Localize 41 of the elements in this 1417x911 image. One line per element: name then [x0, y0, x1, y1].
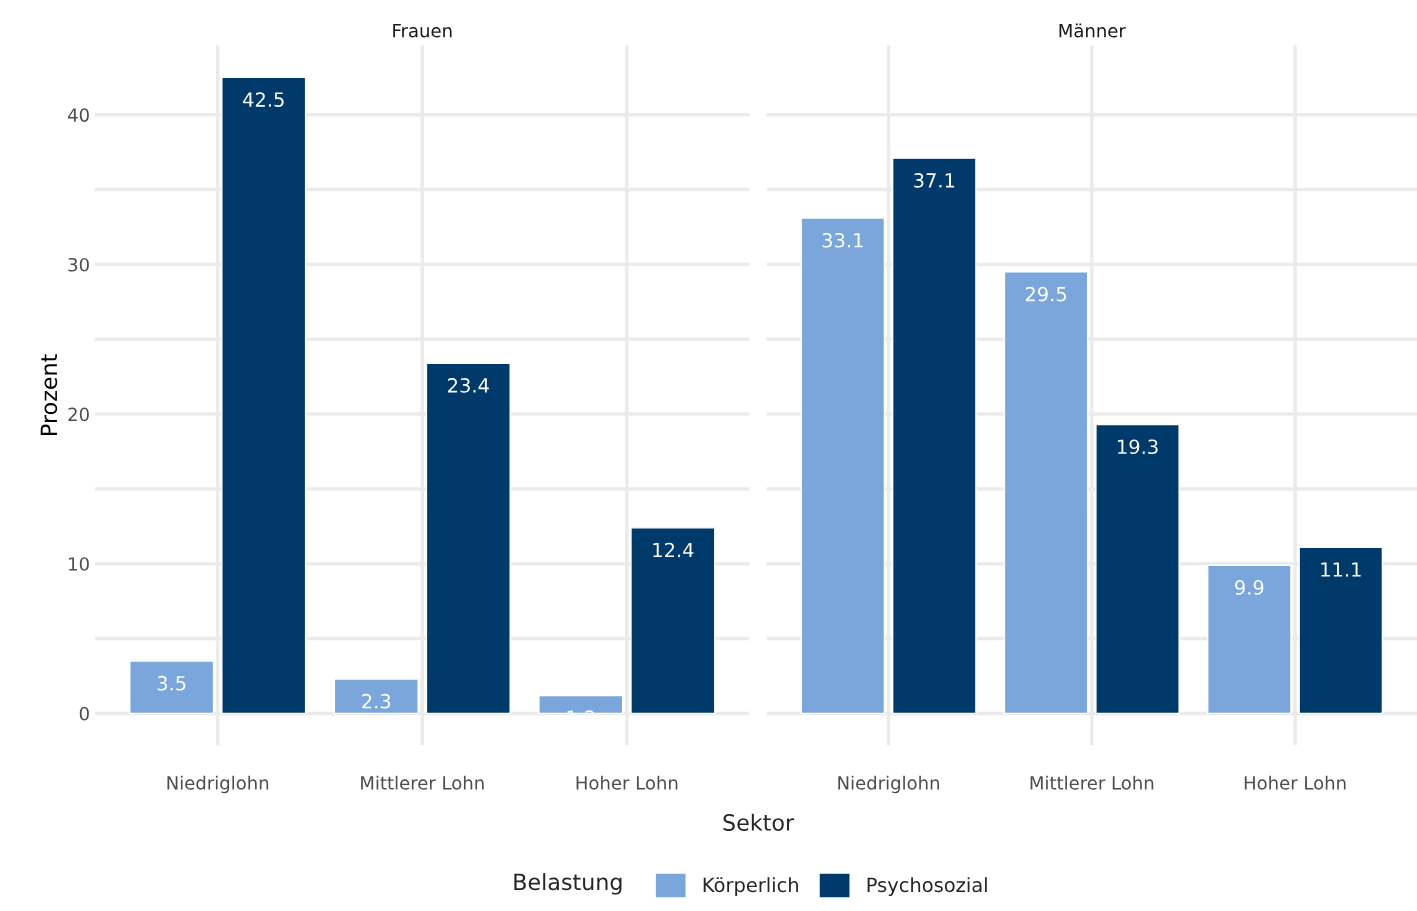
data-label: 23.4 [448, 378, 489, 393]
data-label: 11.1 [1321, 562, 1361, 577]
bar [800, 217, 886, 715]
x-tick-label: Niedriglohn [838, 775, 939, 794]
chart-title: Frauen [393, 24, 452, 38]
data-label: 3.5 [157, 675, 186, 691]
legend-title: Belastung [514, 873, 622, 895]
data-label: 33.1 [822, 232, 863, 248]
x-axis-title: Sektor [723, 813, 795, 831]
legend-label: Körperlich [703, 877, 798, 896]
data-label: 12.4 [653, 542, 694, 558]
data-label: 42.5 [243, 92, 284, 107]
bar [1095, 423, 1180, 715]
y-tick-label: 40 [67, 108, 89, 122]
bar [333, 678, 419, 715]
legend-label: Psychosozial [867, 877, 987, 896]
data-label: 19.3 [1118, 439, 1158, 455]
bar [891, 157, 977, 715]
x-tick-label: Hoher Lohn [576, 775, 678, 790]
data-label: 29.5 [1025, 286, 1067, 302]
y-tick-label: 10 [69, 557, 89, 571]
bar [425, 362, 511, 715]
x-tick-label: Mittlerer Lohn [1030, 775, 1154, 790]
x-tick-label: Niedriglohn [167, 775, 269, 794]
bar [1003, 271, 1089, 715]
y-tick-label: 30 [68, 257, 89, 272]
bar [221, 76, 307, 715]
y-tick-label: 20 [68, 407, 89, 422]
bar [630, 527, 716, 715]
data-label: 2.3 [362, 693, 391, 709]
chart-title: Männer [1059, 23, 1126, 38]
bar [538, 694, 624, 715]
data-label: 9.9 [1235, 580, 1264, 595]
bar [129, 660, 215, 715]
x-tick-label: Hoher Lohn [1244, 775, 1346, 790]
bar [1207, 564, 1292, 715]
x-tick-label: Mittlerer Lohn [361, 775, 484, 790]
y-axis-title: Prozent [40, 354, 58, 435]
y-tick-label: 0 [79, 706, 89, 721]
data-label: 37.1 [914, 173, 955, 188]
bar [1298, 546, 1384, 715]
